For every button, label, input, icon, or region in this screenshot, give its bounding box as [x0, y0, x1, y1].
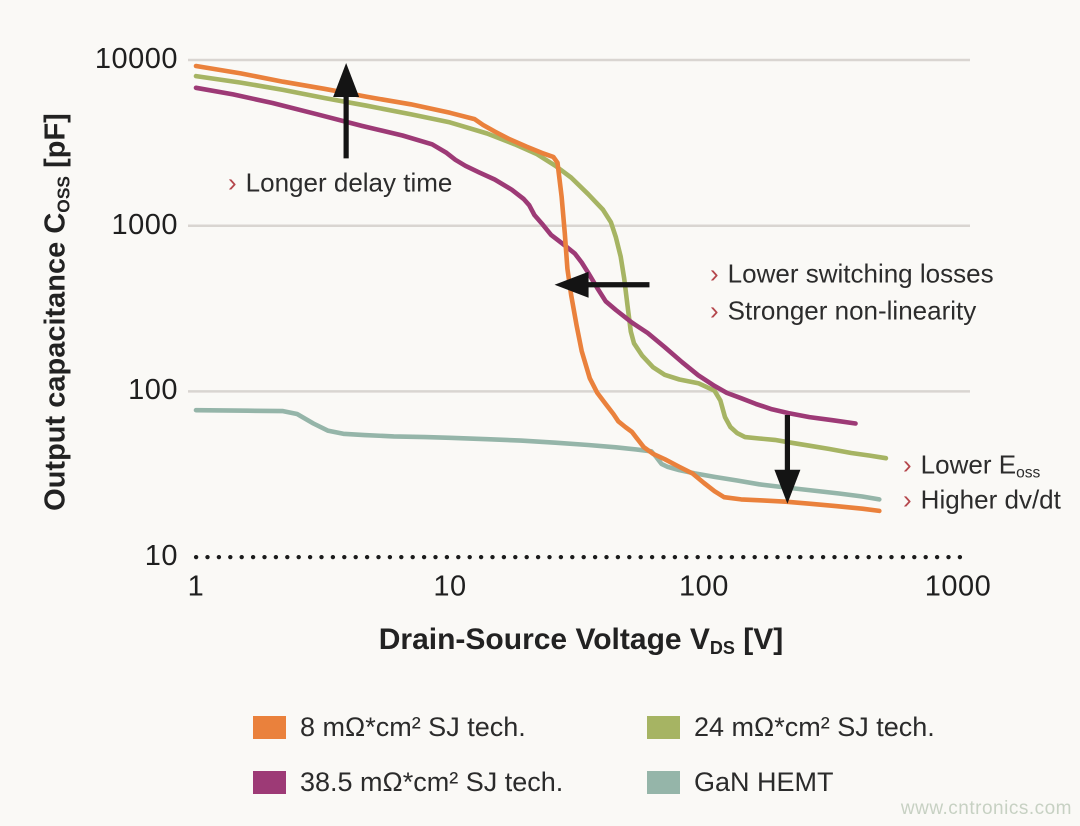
y-axis-title-unit: [pF]	[39, 113, 72, 176]
x-tick-1000: 1000	[924, 570, 992, 603]
curve-38-5-m-cm-sj-tech-	[193, 85, 858, 426]
x-axis-title-unit: [V]	[734, 622, 784, 656]
y-tick-10: 10	[144, 539, 178, 572]
chevron-bullet-icon: ›	[710, 295, 719, 326]
annotation-text: Stronger non-linearity	[727, 295, 977, 326]
legend-swatch-teal	[647, 770, 680, 794]
x-tick-10: 10	[433, 570, 467, 603]
annotation-lower-switching-losses: › Lower switching losses	[710, 259, 994, 290]
annotation-text: Higher dv/dt	[920, 484, 1061, 515]
legend-swatch-green	[647, 715, 680, 739]
curve-24-m-cm-sj-tech-	[193, 73, 889, 461]
arrow-head-up-icon	[333, 62, 360, 97]
annotation-stronger-non-linearity: › Stronger non-linearity	[710, 296, 976, 327]
annotation-text: Lower switching losses	[727, 258, 994, 289]
y-axis-title: Output capacitance COSS [pF]	[40, 113, 75, 511]
x-axis-title: Drain-Source Voltage VDS [V]	[379, 623, 784, 659]
curve-8-m-cm-sj-tech-	[193, 63, 882, 514]
curve-gan-hemt	[193, 407, 882, 502]
chevron-bullet-icon: ›	[903, 449, 912, 480]
y-axis-title-subscript: OSS	[53, 175, 74, 213]
annotation-higher-dvdt: › Higher dv/dt	[903, 485, 1061, 516]
legend-item-24mohm-sj: 24 mΩ*cm² SJ tech.	[647, 711, 935, 742]
chevron-bullet-icon: ›	[710, 258, 719, 289]
legend-label: GaN HEMT	[694, 766, 834, 797]
y-tick-100: 100	[128, 373, 178, 406]
annotation-text: Lower E	[920, 449, 1017, 480]
legend-label: 24 mΩ*cm² SJ tech.	[694, 711, 935, 742]
annotation-text-subscript: oss	[1016, 464, 1041, 482]
legend-label: 38.5 mΩ*cm² SJ tech.	[300, 766, 564, 797]
x-axis-title-main: Drain-Source Voltage V	[378, 622, 710, 656]
legend-swatch-orange	[253, 715, 286, 739]
y-tick-10000: 10000	[94, 42, 178, 75]
legend-item-gan-hemt: GaN HEMT	[647, 766, 834, 797]
x-tick-100: 100	[679, 570, 729, 603]
annotation-lower-eoss: › Lower Eoss	[903, 449, 1040, 482]
chevron-bullet-icon: ›	[903, 484, 912, 515]
legend-item-8mohm-sj: 8 mΩ*cm² SJ tech.	[253, 711, 526, 742]
y-axis-title-main: Output capacitance C	[39, 212, 72, 511]
annotation-text: Longer delay time	[245, 167, 453, 198]
y-tick-1000: 1000	[111, 208, 178, 241]
annotation-longer-delay-time: › Longer delay time	[228, 168, 452, 199]
legend-swatch-purple	[253, 770, 286, 794]
arrow-head-left-icon	[554, 271, 589, 298]
arrow-head-down-icon	[774, 469, 801, 504]
watermark: www.cntronics.com	[900, 798, 1072, 819]
legend-label: 8 mΩ*cm² SJ tech.	[300, 711, 526, 742]
x-tick-1: 1	[187, 570, 205, 603]
chevron-bullet-icon: ›	[228, 167, 237, 198]
legend-item-38mohm-sj: 38.5 mΩ*cm² SJ tech.	[253, 766, 564, 797]
x-axis-title-subscript: DS	[709, 638, 735, 659]
